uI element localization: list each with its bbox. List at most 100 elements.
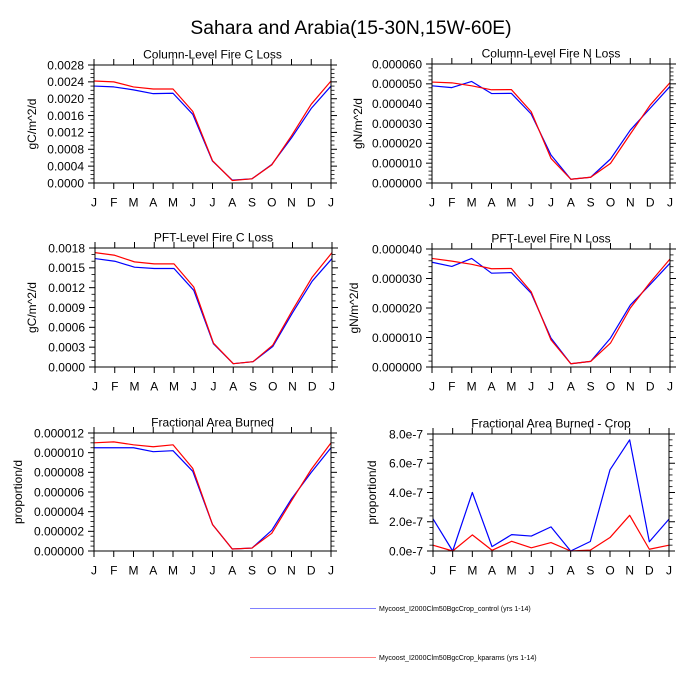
panel-title: Column-Level Fire N Loss: [482, 47, 621, 61]
x-tick-label: J: [548, 196, 554, 210]
y-tick-label: 0.0006: [48, 321, 85, 335]
x-tick-label: J: [528, 564, 534, 578]
y-axis-label: proportion/d: [11, 460, 25, 524]
y-axis-label: proportion/d: [365, 460, 379, 524]
x-tick-label: J: [528, 196, 534, 210]
x-tick-label: J: [91, 564, 97, 578]
y-tick-label: 0.000008: [34, 466, 84, 480]
x-tick-label: A: [228, 196, 236, 210]
legend-entry-control: Mycoost_I2000Clm50BgcCrop_control (yrs 1…: [250, 606, 531, 613]
x-tick-label: A: [488, 564, 496, 578]
series-line-kparams: [93, 80, 332, 182]
y-tick-label: 0.000010: [372, 156, 422, 170]
series-line-control: [432, 439, 670, 552]
x-tick-label: J: [328, 196, 334, 210]
y-tick-label: 0.0000: [48, 360, 85, 374]
y-tick-label: 0.000012: [34, 426, 84, 440]
x-tick-label: A: [487, 196, 495, 210]
y-tick-label: 0.000006: [34, 485, 84, 499]
y-tick-label: 0.0012: [48, 281, 85, 295]
y-tick-label: 0.000004: [34, 505, 84, 519]
y-tick-label: 0.000020: [372, 137, 422, 151]
x-tick-label: J: [91, 196, 97, 210]
x-tick-label: J: [548, 564, 554, 578]
chart-panel: J F M A M J J A S O N D J0.00000.00030.00060.00090.0…: [25, 231, 338, 394]
x-tick-label: S: [249, 380, 257, 394]
legend: Mycoost_I2000Clm50BgcCrop_control (yrs 1…: [250, 606, 537, 662]
x-tick-label: O: [605, 564, 614, 578]
series-line-kparams: [431, 257, 671, 365]
panels: J F M A M J J A S O N D J0.00000.00040.00080.00120.0…: [11, 47, 676, 578]
panel-title: Fractional Area Burned - Crop: [471, 417, 631, 431]
y-tick-label: 0.000010: [34, 446, 84, 460]
x-tick-label: A: [229, 380, 237, 394]
y-tick-label: 0.000020: [372, 301, 422, 315]
chart-panel: J F M A M J J A S O N D J0.00000.00040.00080.00120.0…: [25, 48, 337, 210]
x-tick-label: A: [149, 564, 157, 578]
chart-panel: J F M A M J J A S O N D J0.0e-72.0e-74.0e-76.0e-78.0…: [365, 417, 675, 578]
y-tick-label: 0.0003: [48, 340, 85, 354]
legend-entry-kparams: Mycoost_I2000Clm50BgcCrop_kparams (yrs 1…: [250, 655, 537, 662]
x-tick-label: J: [328, 564, 334, 578]
x-tick-label: J: [548, 380, 554, 394]
x-tick-label: M: [467, 380, 477, 394]
legend-label-control: Mycoost_I2000Clm50BgcCrop_control (yrs 1…: [379, 606, 531, 613]
x-tick-label: D: [646, 380, 655, 394]
x-tick-label: J: [429, 380, 435, 394]
y-tick-label: 0.000010: [372, 331, 422, 345]
x-tick-label: J: [528, 380, 534, 394]
x-tick-label: O: [268, 380, 277, 394]
y-tick-label: 2.0e-7: [389, 515, 423, 529]
series-line-control: [431, 80, 671, 180]
y-tick-label: 0.0028: [47, 58, 84, 72]
x-tick-label: J: [211, 380, 217, 394]
x-tick-label: F: [110, 564, 117, 578]
x-tick-label: F: [449, 564, 456, 578]
x-tick-label: M: [129, 564, 139, 578]
x-tick-label: A: [567, 564, 575, 578]
y-tick-label: 6.0e-7: [389, 457, 423, 471]
series-line-control: [431, 257, 671, 365]
x-tick-label: S: [587, 196, 595, 210]
y-tick-label: 0.000000: [34, 544, 84, 558]
y-tick-label: 0.0016: [47, 109, 84, 123]
series-line-kparams: [94, 252, 333, 365]
y-tick-label: 0.0008: [47, 143, 84, 157]
x-tick-label: A: [567, 380, 575, 394]
y-tick-label: 0.0015: [48, 261, 85, 275]
x-tick-label: J: [92, 380, 98, 394]
y-tick-label: 0.0020: [47, 92, 84, 106]
x-tick-label: O: [267, 196, 276, 210]
x-tick-label: M: [507, 564, 517, 578]
x-tick-label: A: [487, 380, 495, 394]
x-tick-label: M: [506, 380, 516, 394]
y-tick-label: 0.000030: [372, 272, 422, 286]
x-tick-label: J: [190, 196, 196, 210]
y-tick-label: 0.000060: [372, 57, 422, 71]
x-tick-label: S: [586, 564, 594, 578]
x-tick-label: F: [448, 380, 455, 394]
x-tick-label: D: [645, 564, 654, 578]
chart-panel: J F M A M J J A S O N D J0.0000000.0000100.0000200.0…: [347, 232, 676, 394]
y-axis-label: gN/m^2/d: [347, 283, 361, 334]
x-tick-label: J: [667, 380, 673, 394]
y-tick-label: 0.000000: [372, 360, 422, 374]
x-tick-label: F: [110, 196, 117, 210]
x-tick-label: F: [448, 196, 455, 210]
x-tick-label: J: [210, 564, 216, 578]
y-tick-label: 0.0004: [47, 159, 84, 173]
x-tick-label: J: [666, 564, 672, 578]
x-tick-label: M: [130, 380, 140, 394]
y-axis-label: gN/m^2/d: [351, 98, 365, 149]
x-tick-label: N: [626, 196, 635, 210]
x-tick-label: M: [168, 196, 178, 210]
panel-title: Fractional Area Burned: [151, 416, 274, 430]
x-tick-label: S: [248, 564, 256, 578]
x-tick-label: M: [129, 196, 139, 210]
y-tick-label: 8.0e-7: [389, 427, 423, 441]
y-tick-label: 0.000002: [34, 525, 84, 539]
y-tick-label: 0.000050: [372, 77, 422, 91]
x-tick-label: A: [150, 380, 158, 394]
x-tick-label: N: [625, 564, 634, 578]
